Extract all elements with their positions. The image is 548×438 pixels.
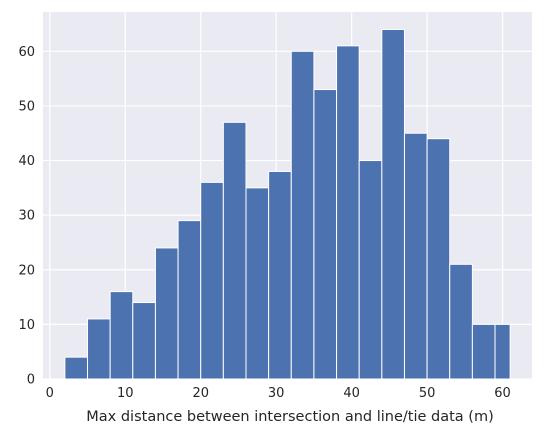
x-tick-label: 50: [419, 386, 436, 401]
histogram-bar: [245, 187, 270, 380]
y-tick-label: 40: [18, 154, 35, 169]
histogram-bar: [358, 160, 383, 380]
y-tick-labels: 0 10 20 30 40 50 60: [18, 45, 35, 388]
histogram-bar: [154, 247, 179, 380]
histogram-bar: [449, 263, 473, 380]
histogram-bar: [290, 50, 315, 380]
histogram-bar: [426, 138, 451, 380]
histogram-bar: [87, 318, 111, 380]
histogram-bar: [177, 220, 202, 380]
histogram-bar: [381, 28, 405, 380]
x-tick-label: 30: [268, 386, 285, 401]
histogram-bar: [200, 181, 224, 380]
histogram-bar: [222, 121, 247, 380]
bars: [64, 28, 511, 380]
y-tick-label: 10: [18, 318, 35, 333]
x-axis-label: Max distance between intersection and li…: [86, 409, 493, 425]
y-tick-label: 50: [18, 99, 35, 114]
x-tick-label: 40: [343, 386, 360, 401]
histogram-bar: [132, 302, 156, 380]
x-tick-label: 0: [46, 386, 54, 401]
histogram-bar: [403, 132, 428, 380]
y-tick-label: 60: [18, 45, 35, 60]
y-tick-label: 20: [18, 263, 35, 278]
x-tick-labels: 0 10 20 30 40 50 60: [46, 386, 511, 401]
x-tick-label: 20: [192, 386, 209, 401]
histogram-bar: [336, 45, 360, 380]
x-tick-label: 60: [494, 386, 511, 401]
histogram-bar: [494, 323, 511, 380]
histogram-bar: [268, 170, 292, 380]
histogram-bar: [109, 291, 134, 380]
x-tick-label: 10: [117, 386, 134, 401]
histogram-bar: [471, 323, 496, 380]
histogram-bar: [313, 89, 338, 380]
y-tick-label: 0: [27, 373, 35, 388]
y-tick-label: 30: [18, 209, 35, 224]
histogram-bar: [64, 356, 89, 380]
